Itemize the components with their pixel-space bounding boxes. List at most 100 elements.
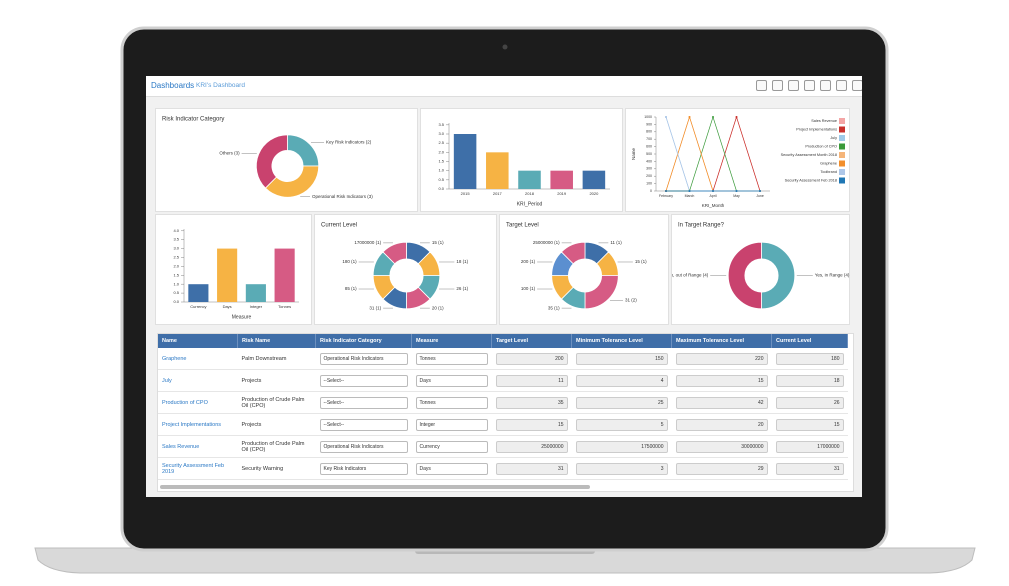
- point: [665, 116, 667, 118]
- table-cell: Production of Crude Palm Oil (CPO): [237, 435, 316, 458]
- chart: In Target Range? Yes, in Range (4) No, out…: [672, 223, 850, 310]
- select-box[interactable]: Integer: [415, 418, 488, 431]
- table-cell: Days: [411, 457, 492, 480]
- table-cell: 5: [571, 413, 672, 436]
- table-cell: --Select--: [315, 369, 412, 392]
- column-header[interactable]: Risk Indicator Category: [315, 334, 412, 348]
- icon-button[interactable]: [820, 80, 831, 91]
- select-box[interactable]: Operational Risk Indicators: [319, 352, 408, 365]
- icon-button[interactable]: [836, 80, 847, 91]
- select-box[interactable]: Currency: [415, 440, 488, 453]
- icon-button[interactable]: [852, 80, 862, 91]
- table-cell[interactable]: Graphene: [158, 348, 238, 370]
- bar: [188, 284, 209, 302]
- column-header[interactable]: Minimum Tolerance Level: [571, 334, 672, 348]
- select-box[interactable]: Days: [415, 374, 488, 387]
- select-box[interactable]: Tonnes: [415, 352, 488, 365]
- chart-title: Risk Indicator Category: [162, 117, 224, 123]
- icon-button[interactable]: [788, 80, 799, 91]
- number-input[interactable]: 200: [495, 352, 568, 365]
- table-cell: --Select--: [315, 413, 412, 436]
- header-title[interactable]: Dashboards: [151, 81, 195, 90]
- select-box[interactable]: --Select--: [319, 418, 408, 431]
- column-header[interactable]: Risk Name: [237, 334, 316, 348]
- column-header[interactable]: Name: [158, 334, 238, 348]
- select-box[interactable]: Key Risk Indicators: [319, 462, 408, 475]
- number-input[interactable]: 15: [495, 418, 568, 431]
- select-box[interactable]: Tonnes: [415, 396, 488, 409]
- legend-label: Security Assessment Feb 2018: [785, 179, 837, 183]
- table-cell: --Select--: [315, 391, 412, 414]
- number-input[interactable]: 180: [775, 352, 844, 365]
- number-input[interactable]: 5: [575, 418, 668, 431]
- number-input[interactable]: 15: [675, 374, 768, 387]
- table: Name Risk Name Risk Indicator Category Meas…: [158, 334, 848, 480]
- number-input[interactable]: 4: [575, 374, 668, 387]
- table-row: Project Implementations Projects --Select-…: [158, 413, 848, 436]
- select-box[interactable]: --Select--: [319, 374, 408, 387]
- icon-button[interactable]: [804, 80, 815, 91]
- number-input[interactable]: 17000000: [775, 440, 844, 453]
- scrollbar[interactable]: [160, 485, 590, 489]
- chart: Risk Indicator Category Key Risk Indicato…: [162, 117, 373, 199]
- number-input[interactable]: 17500000: [575, 440, 668, 453]
- chart-title: Current Level: [321, 223, 357, 229]
- column-header[interactable]: Current Level: [771, 334, 848, 348]
- pie-slice: [255, 134, 288, 189]
- number-input[interactable]: 18: [775, 374, 844, 387]
- select-box[interactable]: --Select--: [319, 396, 408, 409]
- line-series: [666, 115, 761, 192]
- table-cell: 15: [771, 413, 848, 436]
- legend-swatch: [839, 160, 845, 167]
- icon-button[interactable]: [772, 80, 783, 91]
- column-header[interactable]: Target Level: [491, 334, 572, 348]
- number-input[interactable]: 3: [575, 462, 668, 475]
- table-cell[interactable]: July: [158, 369, 238, 392]
- number-input[interactable]: 20: [675, 418, 768, 431]
- number-input[interactable]: 150: [575, 352, 668, 365]
- slice-label: 17000000 (1): [354, 240, 381, 245]
- table-cell: 26: [771, 391, 848, 414]
- number-input[interactable]: 26: [775, 396, 844, 409]
- table-cell[interactable]: Production of CPO: [158, 391, 238, 414]
- y-tick-label: 2.0: [438, 149, 444, 154]
- line-series: [666, 115, 761, 192]
- number-input[interactable]: 15: [775, 418, 844, 431]
- number-input[interactable]: 29: [675, 462, 768, 475]
- table-cell[interactable]: Sales Revenue: [158, 435, 238, 458]
- y-tick-label: 700: [646, 137, 652, 141]
- number-input[interactable]: 220: [675, 352, 768, 365]
- select-box[interactable]: Operational Risk Indicators: [319, 440, 408, 453]
- number-input[interactable]: 11: [495, 374, 568, 387]
- number-input[interactable]: 31: [775, 462, 844, 475]
- slice-label: 25000000 (1): [533, 240, 560, 245]
- point: [712, 116, 714, 118]
- chart-panel: In Target Range? Yes, in Range (4) No, out…: [671, 214, 850, 325]
- table-cell[interactable]: Project Implementations: [158, 413, 238, 436]
- table-cell[interactable]: Security Assessment Feb 2019: [158, 457, 238, 480]
- number-input[interactable]: 30000000: [675, 440, 768, 453]
- pie-slice: [584, 275, 619, 310]
- x-tick-label: May: [733, 194, 740, 198]
- bar: [217, 248, 238, 302]
- x-tick-label: Integer: [250, 304, 263, 309]
- table-cell: 25: [571, 391, 672, 414]
- number-input[interactable]: 25: [575, 396, 668, 409]
- column-header[interactable]: Maximum Tolerance Level: [671, 334, 772, 348]
- line-series: [665, 115, 760, 192]
- slice-label: 100 (1): [521, 286, 536, 291]
- number-input[interactable]: 35: [495, 396, 568, 409]
- number-input[interactable]: 42: [675, 396, 768, 409]
- table-cell: 29: [671, 457, 772, 480]
- chart-title: Target Level: [506, 223, 539, 229]
- table-cell: 15: [491, 413, 572, 436]
- legend-label: Security Assessment Month 2018: [781, 153, 837, 157]
- number-input[interactable]: 25000000: [495, 440, 568, 453]
- icon-button[interactable]: [756, 80, 767, 91]
- slice-label: 11 (1): [610, 240, 622, 245]
- y-tick-label: 2.5: [438, 140, 444, 145]
- number-input[interactable]: 31: [495, 462, 568, 475]
- column-header[interactable]: Measure: [411, 334, 492, 348]
- select-box[interactable]: Days: [415, 462, 488, 475]
